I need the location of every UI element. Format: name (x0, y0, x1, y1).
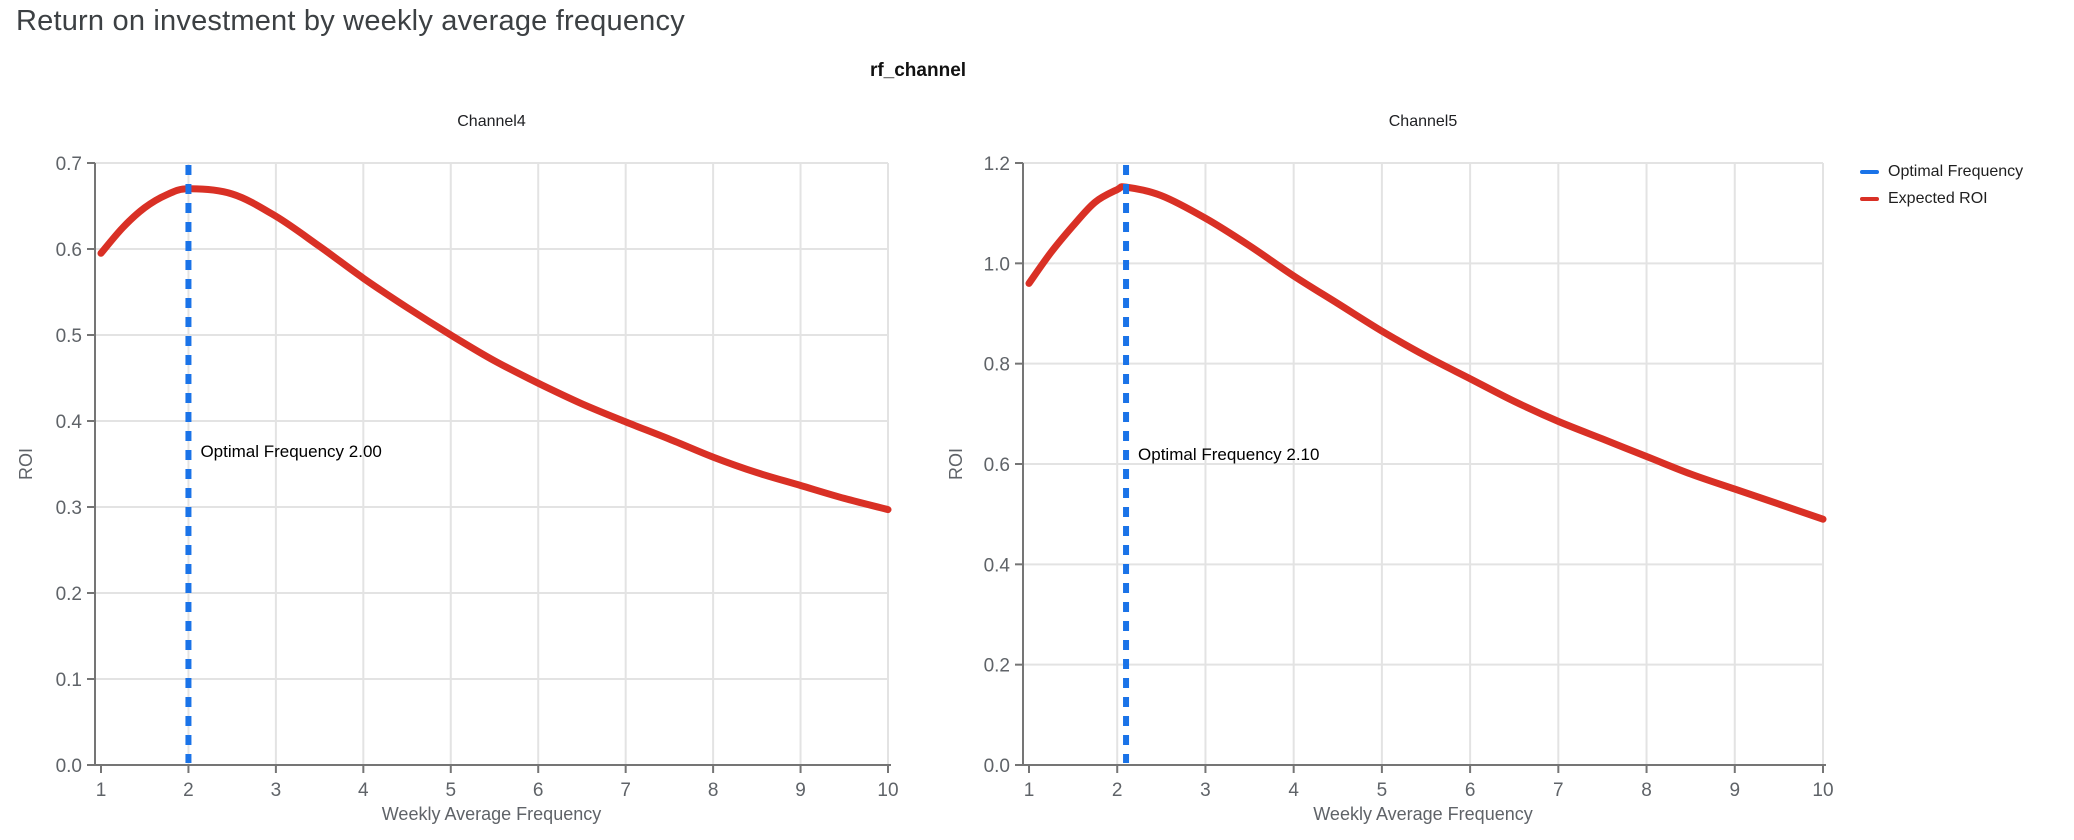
channel4-x-tick-label: 8 (708, 780, 719, 801)
channel5-x-tick-label: 3 (1200, 780, 1211, 801)
page-title: Return on investment by weekly average f… (16, 5, 685, 37)
channel4-x-tick-label: 3 (271, 780, 282, 801)
channel5-x-axis-label: Weekly Average Frequency (1313, 804, 1532, 824)
channel5-x-tick-label: 5 (1377, 780, 1388, 801)
channel5-x-tick-label: 9 (1729, 780, 1740, 801)
channel4-y-tick-label: 0.3 (56, 498, 82, 519)
channel4-optimal-frequency-annotation: Optimal Frequency 2.00 (200, 442, 381, 461)
channel5-x-tick-label: 7 (1553, 780, 1564, 801)
channel4-y-tick-label: 0.7 (56, 154, 82, 175)
channel5-x-tick-label: 6 (1465, 780, 1476, 801)
channel4-x-tick-label: 10 (877, 780, 898, 801)
channel5-x-tick-label: 1 (1024, 780, 1035, 801)
channel5-x-tick-label: 10 (1812, 780, 1833, 801)
channel5-y-tick-label: 0.0 (984, 756, 1010, 777)
channel5-y-tick-label: 1.0 (984, 254, 1010, 275)
channel4-y-tick-label: 0.2 (56, 584, 82, 605)
channel4-x-tick-label: 4 (358, 780, 369, 801)
channel5-x-tick-label: 4 (1288, 780, 1299, 801)
channel4-y-tick-label: 0.5 (56, 326, 82, 347)
legend-item-expected-roi: Expected ROI (1860, 185, 2023, 212)
legend-line-icon (1860, 169, 1879, 174)
channel4-x-tick-label: 1 (96, 780, 107, 801)
legend-label: Expected ROI (1888, 189, 1988, 207)
legend-line-icon (1860, 196, 1879, 201)
channel4-y-tick-label: 0.4 (56, 412, 83, 433)
channel4-x-tick-label: 7 (620, 780, 631, 801)
channel5-expected-roi-line (1025, 183, 1827, 523)
facet-title: rf_channel (869, 60, 967, 81)
channel4-y-tick-label: 0.6 (56, 240, 82, 261)
channel4-x-tick-label: 5 (445, 780, 456, 801)
legend-item-optimal-frequency: Optimal Frequency (1860, 158, 2023, 185)
channel5-y-axis-label: ROI (946, 448, 966, 480)
channel5-y-tick-label: 0.2 (984, 656, 1010, 677)
channel5-x-tick-label: 2 (1112, 780, 1123, 801)
channel4-y-tick-label: 0.1 (56, 670, 82, 691)
channel5-x-tick-label: 8 (1641, 780, 1652, 801)
channel5-title: Channel5 (1389, 113, 1458, 130)
channel4-title: Channel4 (457, 113, 526, 130)
channel4-y-tick-label: 0.0 (56, 756, 82, 777)
channel4-x-tick-label: 2 (183, 780, 194, 801)
channel4-x-axis-label: Weekly Average Frequency (382, 804, 601, 824)
chart-legend: Optimal Frequency Expected ROI (1860, 158, 2023, 212)
channel5-y-tick-label: 1.2 (984, 154, 1010, 175)
channel4-x-tick-label: 9 (795, 780, 806, 801)
channel5-y-tick-label: 0.4 (984, 555, 1011, 576)
channel4-y-axis-label: ROI (16, 448, 36, 480)
legend-label: Optimal Frequency (1888, 162, 2024, 180)
channel4-expected-roi-line (97, 185, 892, 514)
channel4-x-tick-label: 6 (533, 780, 544, 801)
channel5-optimal-frequency-annotation: Optimal Frequency 2.10 (1138, 445, 1319, 464)
channel5-y-tick-label: 0.8 (984, 355, 1010, 376)
channel5-y-tick-label: 0.6 (984, 455, 1010, 476)
